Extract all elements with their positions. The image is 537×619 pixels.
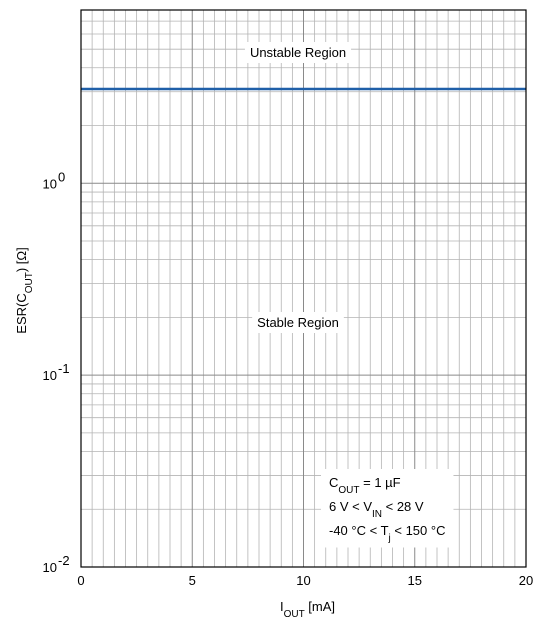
stable-region-label-bg [252, 312, 344, 333]
y-tick-exponent: -2 [58, 553, 70, 568]
x-tick-label: 20 [519, 573, 533, 588]
x-axis-title: IOUT [mA] [280, 599, 335, 619]
plot-frame [80, 9, 527, 568]
stable-region-label: Stable Region [257, 315, 339, 330]
annotation-layer: Unstable Region Stable Region COUT = 1 µF 6… [244, 42, 454, 548]
y-tick-label: 10 [43, 176, 57, 191]
y-axis-title: ESR(COUT) [Ω] [14, 247, 35, 333]
condition-line: COUT = 1 µF [329, 475, 401, 496]
x-tick-labels: 0 5 10 15 20 [77, 573, 533, 588]
conditions-box: COUT = 1 µF 6 V < VIN < 28 V -40 °C < Tj <… [321, 469, 454, 548]
y-tick-exponent: 0 [58, 169, 65, 184]
y-tick-exponent: -1 [58, 361, 70, 376]
conditions-box-bg [321, 469, 454, 548]
y-tick-label: 10 [43, 368, 57, 383]
major-grid [81, 10, 526, 567]
condition-line: -40 °C < Tj < 150 °C [329, 523, 445, 544]
unstable-region-label-bg [244, 42, 352, 63]
x-tick-label: 15 [408, 573, 422, 588]
y-tick-label: 10 [43, 560, 57, 575]
x-tick-label: 0 [77, 573, 84, 588]
x-tick-label: 5 [189, 573, 196, 588]
unstable-region-label: Unstable Region [250, 45, 346, 60]
x-tick-label: 10 [296, 573, 310, 588]
condition-line: 6 V < VIN < 28 V [329, 499, 424, 520]
